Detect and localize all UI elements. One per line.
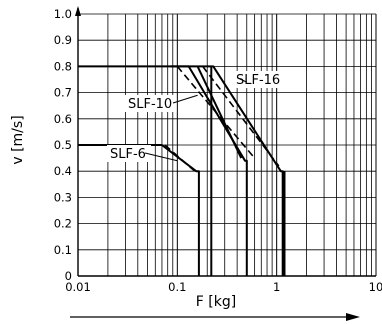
y-tick-label: 0.3 [54,190,72,204]
annotation-bg [107,145,151,162]
series-slf-6-dashed [164,144,196,172]
annotation-bg [125,95,177,112]
annotation-slf-6: SLF-6 [110,147,146,162]
series-slf-10-dashed [176,65,256,159]
x-axis-label: F [kg] [196,294,236,310]
x-tick-label: 10 [369,280,382,294]
x-tick-label: 0.01 [65,280,91,294]
series-line [196,65,243,159]
x-tick-label: 1 [273,280,280,294]
y-tick-label: 1.0 [54,7,72,21]
annotation-slf-16: SLF-16 [236,73,280,88]
y-tick-label: 0 [65,269,72,283]
annotation-leader [144,152,178,162]
y-tick-label: 0.5 [54,138,72,152]
y-tick-label: 0.2 [54,217,72,231]
annotation-bg [233,71,285,88]
y-tick-label: 0.6 [54,112,72,126]
x-direction-arrow-head [346,313,360,321]
y-axis-label: v [m/s] [10,115,26,164]
y-tick-label: 0.9 [54,33,72,47]
annotation-leader [239,78,247,83]
series-slf-10-solid [78,65,248,276]
y-tick-label: 0.4 [54,164,72,178]
annotation-leader [172,94,198,104]
y-tick-label: 0.1 [54,243,72,257]
y-tick-label: 0.8 [54,59,72,73]
y-tick-label: 0.7 [54,86,72,100]
series-slf-6-solid [78,144,200,276]
annotation-slf-10: SLF-10 [128,97,172,112]
series-slf-16-dashed [202,65,280,167]
series-slf-16-solid [170,65,284,276]
x-tick-label: 0.1 [168,280,186,294]
y-axis-arrow [75,6,81,16]
